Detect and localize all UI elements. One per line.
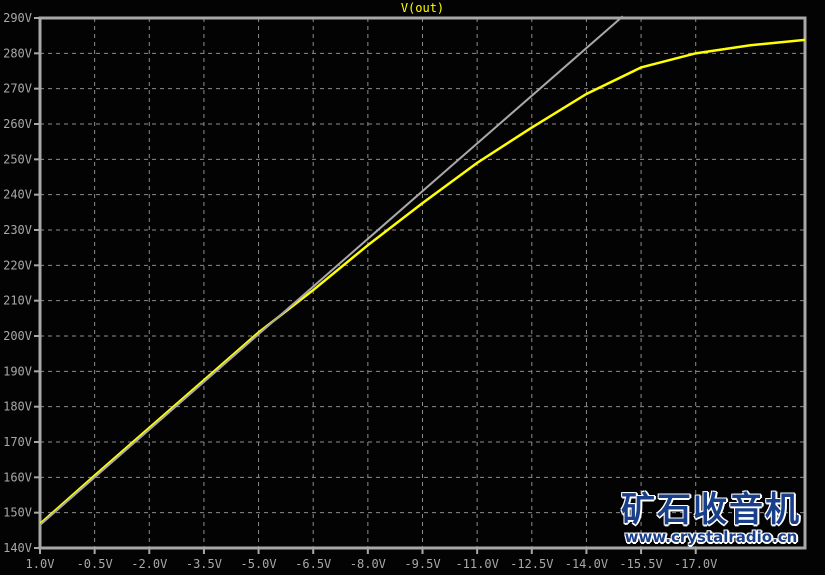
x-tick-label: -15.5V	[619, 557, 662, 571]
y-tick-label: 160V	[3, 470, 32, 484]
series-reference-line	[40, 15, 624, 526]
y-tick-label: 240V	[3, 188, 32, 202]
y-tick-label: 200V	[3, 329, 32, 343]
chart-title: V(out)	[401, 1, 444, 15]
x-tick-label: -0.5V	[77, 557, 113, 571]
x-tick-label: -2.0V	[131, 557, 167, 571]
y-tick-label: 180V	[3, 400, 32, 414]
y-tick-label: 250V	[3, 152, 32, 166]
x-tick-label: -11.0V	[455, 557, 498, 571]
x-tick-label: -5.0V	[241, 557, 277, 571]
x-tick-label: 1.0V	[26, 557, 55, 571]
x-tick-label: -8.0V	[350, 557, 386, 571]
y-tick-label: 220V	[3, 258, 32, 272]
y-tick-label: 230V	[3, 223, 32, 237]
x-tick-label: -9.5V	[404, 557, 440, 571]
x-tick-label: -3.5V	[186, 557, 222, 571]
y-tick-label: 290V	[3, 11, 32, 25]
x-tick-label: -6.5V	[295, 557, 331, 571]
y-tick-label: 260V	[3, 117, 32, 131]
watermark-chinese: 矿石收音机	[621, 490, 801, 530]
x-tick-label: -12.5V	[510, 557, 553, 571]
x-tick-label: -17.0V	[674, 557, 717, 571]
y-tick-label: 170V	[3, 435, 32, 449]
series-vout-line	[40, 38, 805, 525]
watermark-logo: 矿石收音机 www.crystalradio.cn	[621, 491, 801, 545]
plot-frame	[38, 16, 807, 550]
y-tick-label: 210V	[3, 294, 32, 308]
y-tick-label: 190V	[3, 364, 32, 378]
y-tick-label: 150V	[3, 506, 32, 520]
y-tick-label: 140V	[3, 541, 32, 555]
watermark-url: www.crystalradio.cn	[624, 528, 798, 546]
y-tick-label: 270V	[3, 82, 32, 96]
y-tick-label: 280V	[3, 46, 32, 60]
x-tick-label: -14.0V	[565, 557, 608, 571]
